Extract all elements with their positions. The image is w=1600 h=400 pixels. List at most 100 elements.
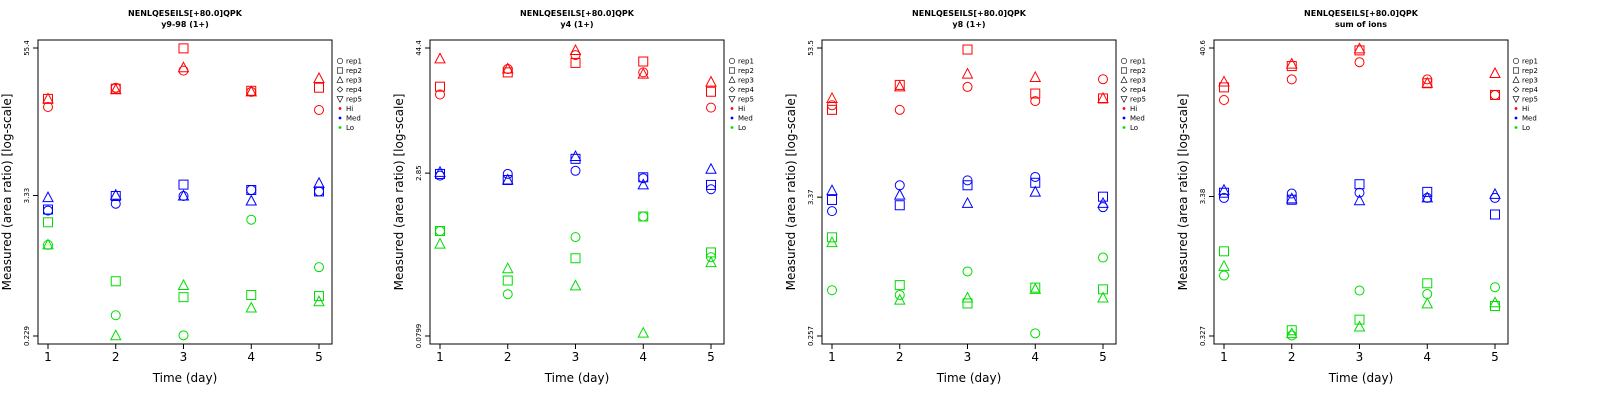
legend-symbol-rep2 xyxy=(336,67,343,74)
data-point-rep2-lo xyxy=(435,226,445,237)
x-tick-label: 2 xyxy=(896,350,904,364)
data-point-rep3-lo xyxy=(1029,282,1042,294)
legend-label-hi: Hi xyxy=(738,105,745,113)
data-point-rep1-lo xyxy=(110,310,121,321)
data-point-rep3-lo xyxy=(1285,327,1298,339)
data-point-rep1-med xyxy=(1219,192,1229,203)
x-axis-label: Time (day) xyxy=(152,371,218,385)
legend-symbol-rep2 xyxy=(1512,67,1519,74)
data-point-rep2-lo xyxy=(894,280,905,291)
data-point-rep3-med xyxy=(1353,194,1366,206)
data-point-rep3-hi xyxy=(826,91,838,103)
x-tick-label: 5 xyxy=(1491,350,1499,364)
data-point-rep3-med xyxy=(1285,192,1298,204)
data-point-rep3-med xyxy=(245,194,258,206)
legend-dot-med xyxy=(1122,116,1126,120)
data-point-rep1-lo xyxy=(246,214,257,225)
data-point-rep2-hi xyxy=(435,81,445,92)
y-tick-label: 3.33 xyxy=(23,188,31,204)
x-tick-label: 2 xyxy=(504,350,512,364)
data-point-rep2-hi xyxy=(1219,82,1229,93)
legend-label-hi: Hi xyxy=(1130,105,1137,113)
data-point-rep2-hi xyxy=(570,57,581,68)
data-point-rep3-med xyxy=(1097,196,1109,208)
legend-label-rep3: rep3 xyxy=(1522,77,1538,85)
legend-label-lo: Lo xyxy=(1522,124,1530,132)
data-point-rep3-lo xyxy=(245,301,258,313)
legend-symbol-rep3 xyxy=(336,76,344,83)
data-point-rep1-lo xyxy=(435,226,445,237)
legend-label-rep1: rep1 xyxy=(738,58,754,66)
legend-label-rep4: rep4 xyxy=(346,86,362,94)
y-tick-label: 40.6 xyxy=(1199,40,1207,56)
data-point-rep3-med xyxy=(569,149,582,162)
data-point-rep2-med xyxy=(110,191,121,202)
y-axis-label: Measured (area ratio) [log-scale] xyxy=(1176,94,1190,291)
data-point-rep2-lo xyxy=(1098,284,1108,295)
data-point-rep2-hi xyxy=(314,82,324,93)
legend-symbol-rep3 xyxy=(728,76,736,83)
x-tick-label: 3 xyxy=(180,350,188,364)
legend-label-rep2: rep2 xyxy=(738,67,754,75)
legend-symbol-rep5 xyxy=(1512,96,1520,103)
x-tick-label: 4 xyxy=(639,350,647,364)
legend-symbol-rep3 xyxy=(1120,76,1128,83)
legend-dot-med xyxy=(730,116,734,120)
data-point-rep2-lo xyxy=(570,253,581,264)
data-point-rep2-lo xyxy=(178,292,189,303)
legend-label-hi: Hi xyxy=(1522,105,1529,113)
y-tick-label: 3.38 xyxy=(1199,189,1207,205)
data-point-rep2-lo xyxy=(110,276,121,287)
x-tick-label: 5 xyxy=(707,350,715,364)
legend-label-rep4: rep4 xyxy=(738,86,754,94)
x-tick-label: 3 xyxy=(572,350,580,364)
legend-label-med: Med xyxy=(738,115,753,123)
data-point-rep1-lo xyxy=(638,211,649,222)
data-point-rep1-lo xyxy=(1354,285,1365,296)
chart-subtitle: y9-98 (1+) xyxy=(161,20,209,29)
y-tick-label: 2.85 xyxy=(415,165,423,181)
data-point-rep3-lo xyxy=(109,329,122,341)
data-point-rep3-med xyxy=(1489,187,1501,199)
data-point-rep2-med xyxy=(43,204,53,215)
data-point-rep1-hi xyxy=(435,89,445,100)
data-point-rep3-lo xyxy=(637,326,650,338)
legend-symbol-rep4 xyxy=(728,86,736,93)
y-tick-label: 44.4 xyxy=(415,40,423,56)
data-point-rep1-med xyxy=(246,185,257,196)
data-point-rep1-med xyxy=(1286,188,1297,199)
data-point-rep3-hi xyxy=(705,75,717,87)
data-point-rep1-lo xyxy=(1219,270,1229,281)
data-point-rep3-hi xyxy=(1285,57,1298,69)
legend-symbol-rep1 xyxy=(1120,57,1127,64)
data-point-rep2-lo xyxy=(1422,278,1433,289)
data-point-rep3-hi xyxy=(1353,42,1366,54)
data-point-rep3-hi xyxy=(1489,66,1501,78)
data-point-rep1-med xyxy=(570,165,581,176)
plot-frame xyxy=(429,39,725,345)
data-point-rep3-med xyxy=(705,162,717,174)
y-tick-label: 0.327 xyxy=(1199,326,1207,346)
data-point-rep3-hi xyxy=(245,85,258,97)
legend-label-lo: Lo xyxy=(1130,124,1138,132)
x-tick-label: 3 xyxy=(964,350,972,364)
legend-dot-lo xyxy=(338,126,342,129)
data-point-rep2-med xyxy=(1354,179,1365,190)
data-point-rep3-hi xyxy=(637,67,650,79)
data-point-rep2-lo xyxy=(502,275,513,286)
data-point-rep3-lo xyxy=(1489,296,1501,308)
data-point-rep2-lo xyxy=(1286,325,1297,336)
legend-dot-med xyxy=(1514,116,1518,120)
chart-subtitle: sum of ions xyxy=(1335,20,1387,29)
y-tick-label: 0.257 xyxy=(807,326,815,346)
data-point-rep1-hi xyxy=(1422,74,1433,85)
legend-label-rep1: rep1 xyxy=(346,58,362,66)
legend-label-med: Med xyxy=(1522,115,1537,123)
legend-label-rep5: rep5 xyxy=(346,96,362,104)
data-point-rep3-hi xyxy=(177,61,190,73)
data-point-rep3-med xyxy=(961,196,974,208)
data-point-rep3-med xyxy=(1029,185,1042,197)
legend-symbol-rep2 xyxy=(1120,67,1127,74)
